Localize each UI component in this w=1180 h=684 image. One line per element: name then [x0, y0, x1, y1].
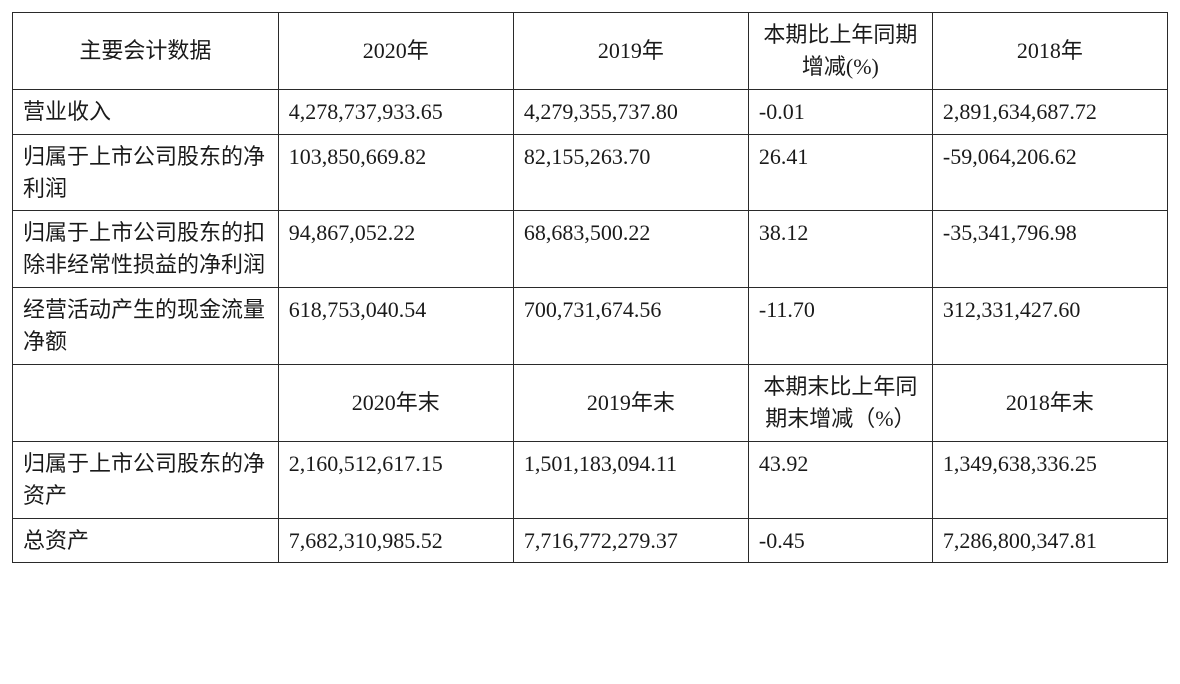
col-header-2018: 2018年	[932, 13, 1167, 90]
cell-2020: 7,682,310,985.52	[278, 518, 513, 563]
row-label: 归属于上市公司股东的净利润	[13, 134, 279, 211]
table-row: 归属于上市公司股东的净资产 2,160,512,617.15 1,501,183…	[13, 441, 1168, 518]
cell-2020: 2,160,512,617.15	[278, 441, 513, 518]
table-header-row: 主要会计数据 2020年 2019年 本期比上年同期增减(%) 2018年	[13, 13, 1168, 90]
cell-2018: 1,349,638,336.25	[932, 441, 1167, 518]
col-header-pct-end: 本期末比上年同期末增减（%）	[748, 365, 932, 442]
col-header-blank	[13, 365, 279, 442]
cell-pct: 43.92	[748, 441, 932, 518]
col-header-pct: 本期比上年同期增减(%)	[748, 13, 932, 90]
table-row: 总资产 7,682,310,985.52 7,716,772,279.37 -0…	[13, 518, 1168, 563]
cell-2018: -35,341,796.98	[932, 211, 1167, 288]
cell-2019: 4,279,355,737.80	[513, 89, 748, 134]
col-header-2019: 2019年	[513, 13, 748, 90]
cell-2020: 618,753,040.54	[278, 288, 513, 365]
cell-pct: 26.41	[748, 134, 932, 211]
cell-2018: 312,331,427.60	[932, 288, 1167, 365]
cell-2018: 2,891,634,687.72	[932, 89, 1167, 134]
row-label: 营业收入	[13, 89, 279, 134]
cell-pct: -0.45	[748, 518, 932, 563]
cell-2019: 82,155,263.70	[513, 134, 748, 211]
cell-2020: 94,867,052.22	[278, 211, 513, 288]
cell-2019: 1,501,183,094.11	[513, 441, 748, 518]
cell-2019: 7,716,772,279.37	[513, 518, 748, 563]
cell-pct: -0.01	[748, 89, 932, 134]
table-row: 营业收入 4,278,737,933.65 4,279,355,737.80 -…	[13, 89, 1168, 134]
row-label: 归属于上市公司股东的扣除非经常性损益的净利润	[13, 211, 279, 288]
table-row: 归属于上市公司股东的扣除非经常性损益的净利润 94,867,052.22 68,…	[13, 211, 1168, 288]
cell-2018: -59,064,206.62	[932, 134, 1167, 211]
row-label: 经营活动产生的现金流量净额	[13, 288, 279, 365]
cell-2018: 7,286,800,347.81	[932, 518, 1167, 563]
row-label: 归属于上市公司股东的净资产	[13, 441, 279, 518]
col-header-2020: 2020年	[278, 13, 513, 90]
row-label: 总资产	[13, 518, 279, 563]
col-header-2019-end: 2019年末	[513, 365, 748, 442]
cell-2020: 4,278,737,933.65	[278, 89, 513, 134]
table-row: 归属于上市公司股东的净利润 103,850,669.82 82,155,263.…	[13, 134, 1168, 211]
cell-pct: 38.12	[748, 211, 932, 288]
col-header-2020-end: 2020年末	[278, 365, 513, 442]
col-header-2018-end: 2018年末	[932, 365, 1167, 442]
cell-2019: 700,731,674.56	[513, 288, 748, 365]
table-subheader-row: 2020年末 2019年末 本期末比上年同期末增减（%） 2018年末	[13, 365, 1168, 442]
col-header-metric: 主要会计数据	[13, 13, 279, 90]
table-row: 经营活动产生的现金流量净额 618,753,040.54 700,731,674…	[13, 288, 1168, 365]
cell-2020: 103,850,669.82	[278, 134, 513, 211]
cell-pct: -11.70	[748, 288, 932, 365]
cell-2019: 68,683,500.22	[513, 211, 748, 288]
financial-data-table: 主要会计数据 2020年 2019年 本期比上年同期增减(%) 2018年 营业…	[12, 12, 1168, 563]
